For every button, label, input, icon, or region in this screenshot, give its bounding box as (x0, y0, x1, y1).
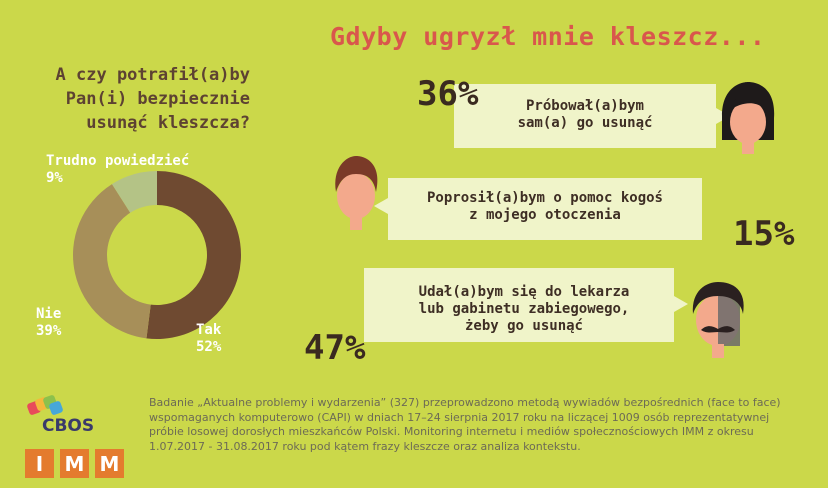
cbos-logo-mark-icon (27, 395, 63, 415)
label-nie-value: 39% (36, 323, 62, 339)
label-trudno-value: 9% (46, 170, 63, 186)
answer-1-line-1: Próbował(a)bym (525, 98, 644, 114)
label-nie-name: Nie (36, 306, 62, 322)
answer-2-percent: 15% (733, 214, 795, 254)
answer-3-line-1: Udał(a)bym się do lekarza (418, 284, 630, 300)
imm-logo-letter-3: M (95, 449, 124, 478)
answer-2-line-2: z mojego otoczenia (469, 207, 621, 223)
answer-3-line-2: lub gabinetu zabiegowego, (418, 301, 630, 317)
answer-1-percent: 36% (417, 74, 479, 114)
answer-bubble-2: Poprosił(a)bym o pomoc kogoś z mojego ot… (374, 178, 702, 240)
label-trudno-name: Trudno powiedzieć (46, 153, 190, 169)
label-trudno-powiedziec: Trudno powiedzieć 9% (46, 153, 189, 187)
donut-svg (72, 171, 241, 339)
donut-slice-nie (72, 184, 151, 339)
cbos-logo: CBOS (26, 394, 108, 438)
methodology-footnote: Badanie „Aktualne problemy i wydarzenia”… (149, 396, 781, 453)
man-face-icon (692, 282, 744, 358)
label-tak-name: Tak (196, 322, 222, 338)
donut-slice-tak (146, 171, 241, 339)
answer-2-line-1: Poprosił(a)bym o pomoc kogoś (426, 190, 663, 206)
label-tak: Tak 52% (196, 322, 221, 356)
question-line-2: Pan(i) bezpiecznie (65, 89, 250, 109)
boy-face-icon (335, 156, 378, 230)
label-nie: Nie 39% (36, 306, 61, 340)
answer-bubble-3: Udał(a)bym się do lekarza lub gabinetu z… (364, 268, 688, 342)
answer-3-line-3: żeby go usunąć (464, 318, 583, 334)
donut-slice-trudno-powiedzieć (111, 171, 157, 213)
imm-logo-letter-1: I (25, 449, 54, 478)
question-text: A czy potrafił(a)by Pan(i) bezpiecznie u… (0, 63, 250, 135)
imm-logo-letter-2: M (60, 449, 89, 478)
label-tak-value: 52% (196, 339, 222, 355)
answer-1-line-2: sam(a) go usunąć (517, 115, 653, 131)
answer-bubble-1: Próbował(a)bym sam(a) go usunąć (454, 84, 730, 148)
answer-3-percent: 47% (304, 328, 366, 368)
donut-chart (72, 170, 242, 340)
infographic-title: Gdyby ugryzł mnie kleszcz... (330, 22, 766, 51)
cbos-logo-text: CBOS (42, 416, 95, 436)
question-line-1: A czy potrafił(a)by (55, 65, 250, 85)
question-line-3: usunąć kleszcza? (86, 113, 250, 133)
woman-face-icon (722, 82, 775, 154)
imm-logo: I M M (25, 449, 124, 478)
